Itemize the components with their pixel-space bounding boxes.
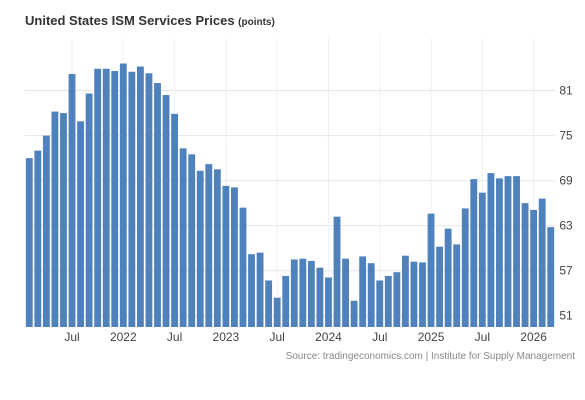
chart-units: (points) (238, 17, 275, 28)
bar (179, 148, 187, 327)
x-tick-label: Jul (64, 330, 79, 344)
bar (504, 176, 512, 327)
bar (419, 262, 426, 327)
bar (102, 68, 110, 328)
bar (393, 272, 401, 327)
bar (111, 71, 119, 328)
bar (222, 185, 230, 327)
x-tick-label: 2022 (110, 330, 137, 344)
bar (401, 255, 409, 327)
x-tick-label: 2023 (213, 330, 240, 344)
x-axis: Jul 2022 Jul 2023 Jul 2024 Jul 2025 Jul 2026 (64, 330, 547, 344)
bar (496, 178, 503, 327)
chart-title-text: United States ISM Services Prices (25, 13, 235, 28)
bar (333, 216, 341, 327)
y-tick-label: 57 (559, 264, 573, 278)
x-tick-label: Jul (475, 330, 490, 344)
x-tick-label: Jul (270, 330, 285, 344)
bar (307, 260, 315, 327)
chart-plot: 51 57 63 69 75 81 Jul 2022 Jul 2023 Jul 2024 Jul 202… (25, 38, 573, 344)
bar (188, 154, 196, 327)
bar (470, 179, 478, 327)
bar (290, 259, 298, 327)
bar (359, 256, 367, 327)
bar (299, 258, 307, 327)
bar (136, 66, 144, 328)
bar (239, 207, 247, 327)
bar (154, 83, 161, 327)
bar (119, 63, 127, 327)
chart-title: United States ISM Services Prices (point… (25, 13, 275, 28)
y-tick-label: 75 (559, 129, 573, 143)
y-tick-label: 63 (559, 219, 573, 233)
bar (85, 93, 93, 327)
bar (538, 198, 546, 327)
bar (68, 74, 76, 328)
y-axis: 51 57 63 69 75 81 (559, 84, 573, 323)
bar (231, 187, 238, 327)
x-tick-label: 2025 (418, 330, 445, 344)
bar (453, 244, 461, 327)
bar (513, 176, 520, 327)
bar (34, 150, 42, 327)
bar (376, 280, 384, 327)
bar (530, 209, 538, 327)
bar (162, 95, 170, 327)
bar (196, 170, 204, 327)
bar (444, 228, 452, 327)
bar (461, 208, 469, 327)
bar (128, 71, 136, 327)
x-tick-label: Jul (167, 330, 182, 344)
bar (205, 164, 213, 327)
bar (94, 68, 102, 328)
bar (25, 158, 33, 327)
y-tick-label: 51 (559, 309, 573, 323)
bar (316, 267, 324, 327)
y-tick-label: 81 (559, 84, 573, 98)
x-tick-label: 2026 (520, 330, 547, 344)
bar (478, 192, 486, 327)
bar (77, 121, 84, 327)
bar (51, 111, 59, 328)
bar (384, 275, 392, 327)
bar (60, 113, 67, 327)
bar (487, 173, 495, 327)
bars (25, 63, 555, 328)
y-tick-label: 69 (559, 174, 573, 188)
bar (265, 280, 273, 327)
bar (342, 258, 349, 327)
x-tick-label: 2024 (315, 330, 342, 344)
bar (427, 213, 435, 327)
bar (42, 135, 50, 327)
source-note: Source: tradingeconomics.com | Institute… (285, 351, 575, 362)
bar (325, 277, 332, 327)
bar (547, 227, 555, 327)
bar (256, 252, 264, 327)
bar (521, 203, 529, 327)
bar (350, 300, 358, 327)
bar (213, 169, 221, 327)
bar (248, 254, 255, 327)
x-tick-label: Jul (372, 330, 387, 344)
bar (282, 275, 290, 327)
bar (436, 246, 444, 327)
bar (145, 73, 153, 327)
bar (273, 297, 281, 327)
bar (367, 263, 375, 327)
bar (410, 261, 418, 327)
bar (171, 113, 179, 327)
